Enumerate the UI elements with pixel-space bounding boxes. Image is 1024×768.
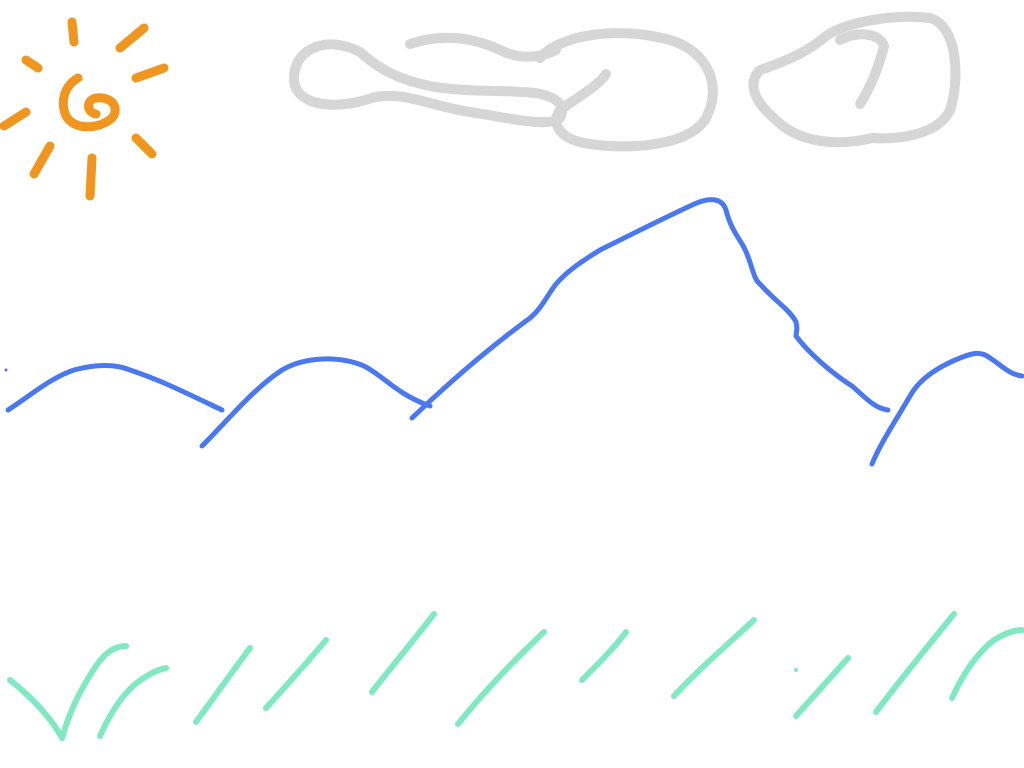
grass-blade (369, 611, 437, 695)
hill-left (5, 363, 225, 413)
grass-blade (579, 629, 629, 683)
grass-blade (949, 627, 1024, 701)
grass-blade (59, 643, 129, 741)
mountain-outline (4, 197, 1024, 467)
hill-second (199, 356, 433, 449)
sun-ray (29, 141, 55, 179)
cloud-doodles (289, 11, 961, 152)
sun-ray (131, 63, 169, 83)
cloud-right-inner (835, 29, 889, 109)
mountain-peak (409, 197, 891, 421)
cloud-right (748, 11, 961, 148)
hill-right (869, 350, 1024, 467)
cloud-left-top (405, 32, 561, 62)
mountain-dot (4, 368, 8, 372)
grass-blade (455, 629, 547, 727)
grass-dot (794, 668, 798, 672)
cloud-middle (535, 28, 718, 152)
sun-doodle (0, 17, 169, 201)
grass-blade (671, 617, 757, 699)
cloud-left (289, 39, 567, 128)
grass-blade (793, 655, 851, 719)
grass-blade (193, 645, 253, 725)
grass-blade (97, 665, 169, 739)
grass-blade (263, 637, 329, 711)
sun-ray (0, 107, 31, 131)
sun-ray (131, 133, 157, 159)
sun-spiral (58, 73, 120, 132)
sun-ray (67, 17, 79, 47)
sun-ray (115, 23, 149, 53)
sun-ray (21, 55, 43, 73)
grass-blade (873, 611, 957, 715)
grass-blade (7, 677, 65, 741)
sun-ray (85, 153, 97, 201)
grass-strokes (7, 611, 1024, 741)
